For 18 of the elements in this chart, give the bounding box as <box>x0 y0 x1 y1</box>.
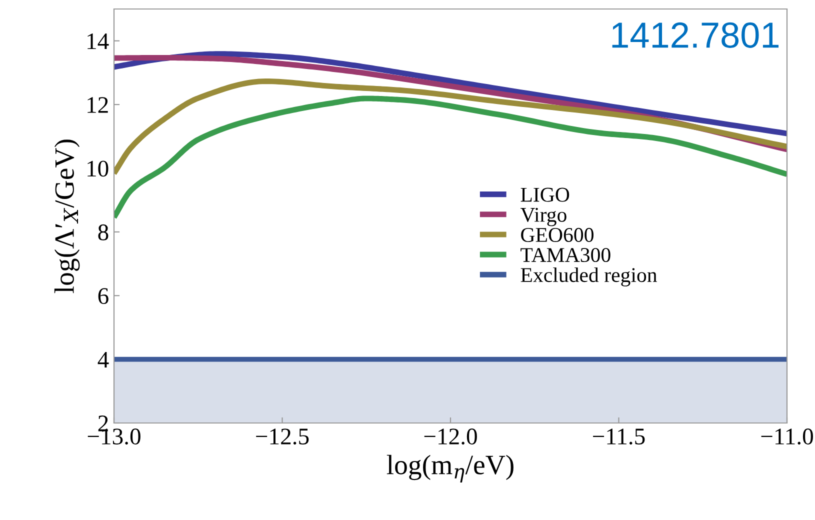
x-tick-label: −11.5 <box>593 428 645 445</box>
legend-label: Virgo <box>520 208 566 226</box>
y-tick-label: 4 <box>98 352 109 368</box>
y-tick-label: 6 <box>98 288 108 304</box>
y-tick-label: 12 <box>88 97 108 113</box>
legend-label: TAMA300 <box>520 248 610 262</box>
legend-label: GEO600 <box>521 228 594 242</box>
x-tick-label: −11.0 <box>761 428 813 445</box>
legend-label: Excluded region <box>520 267 657 286</box>
x-axis-title: log(m$_{η}$/eV) <box>386 454 514 482</box>
y-tick-label: 8 <box>98 224 108 240</box>
y-tick-label: 10 <box>88 160 108 177</box>
y-tick-label: 14 <box>88 33 109 50</box>
y-axis-title: log(Λ′$_{X}$/GeV) <box>54 140 80 294</box>
annotation: 1412.7801 <box>612 22 779 48</box>
legend-label: LIGO <box>520 188 570 202</box>
x-tick-label: −12.5 <box>256 428 309 445</box>
x-tick-label: −12.0 <box>424 428 477 445</box>
